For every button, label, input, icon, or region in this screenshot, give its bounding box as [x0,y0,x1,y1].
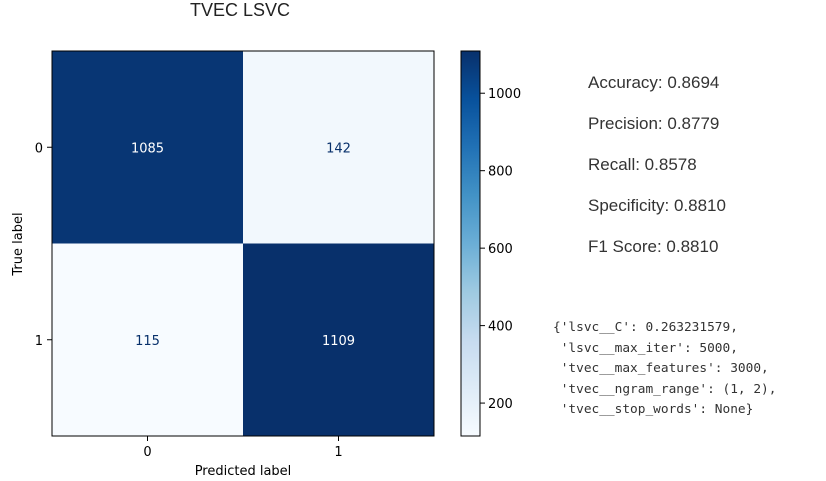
chart-title: TVEC LSVC [189,0,291,20]
metric-accuracy: Accuracy: 0.8694 [588,73,720,92]
colorbar-tick-label: 400 [488,320,513,335]
x-tick-label: 1 [334,445,342,460]
colorbar-tick-label: 1000 [488,87,521,102]
colorbar-tick-label: 800 [488,165,513,180]
metric-precision: Precision: 0.8779 [588,114,720,133]
metrics-panel: Accuracy: 0.8694 Precision: 0.8779 Recal… [588,72,726,277]
y-axis-label: True label [11,212,26,276]
plot-frame [51,50,435,437]
y-tick-label: 1 [35,334,43,349]
param-line: 'lsvc__max_iter': 5000, [553,340,738,356]
y-tick-label: 0 [35,141,43,156]
heatmap-cell [52,243,243,436]
heatmap-cell [243,243,434,436]
param-line: 'tvec__stop_words': None} [553,402,754,417]
cell-value-label: 1085 [131,141,164,156]
metric-specificity: Specificity: 0.8810 [588,196,726,215]
x-tick-label: 0 [143,445,151,460]
heatmap-cell [243,51,434,244]
colorbar-tick-label: 200 [488,397,513,412]
param-line: 'tvec__max_features': 3000, [553,361,769,376]
metric-f1-score: F1 Score: 0.8810 [588,237,719,256]
colorbar [460,50,481,437]
cell-value-label: 1109 [322,334,355,349]
cell-value-label: 142 [326,141,351,156]
hyperparameters-block: {'lsvc__C': 0.263231579, 'lsvc__max_iter… [553,318,776,421]
param-line: {'lsvc__C': 0.263231579, [553,320,738,335]
cell-value-label: 115 [135,334,160,349]
metric-recall: Recall: 0.8578 [588,155,697,174]
x-axis-label: Predicted label [195,464,292,479]
heatmap-cell [52,51,243,244]
colorbar-tick-label: 600 [488,242,513,257]
param-line: 'tvec__ngram_range': (1, 2), [553,381,777,397]
